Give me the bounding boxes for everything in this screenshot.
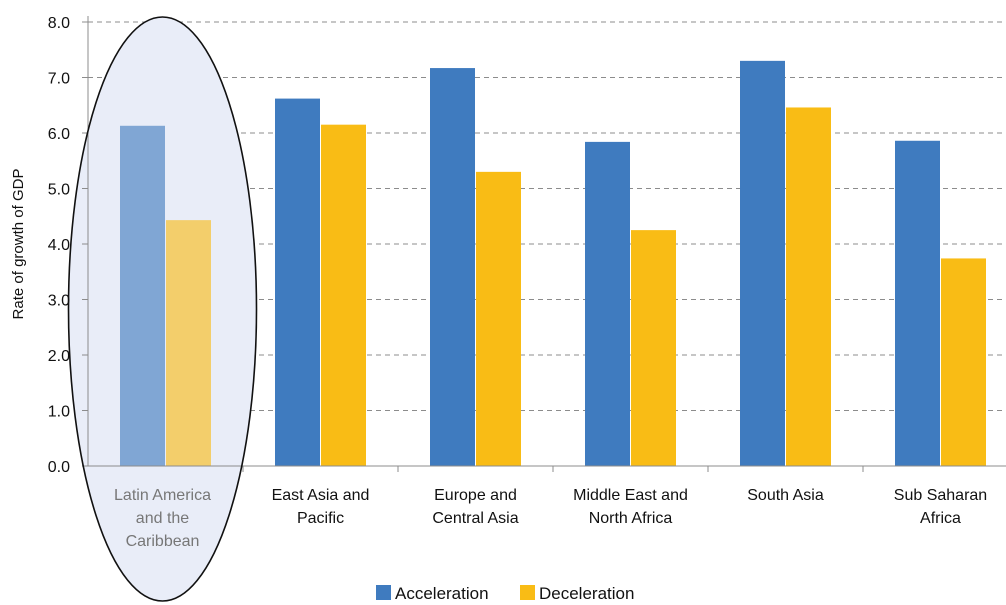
x-category-label: East Asia and Pacific [272, 487, 370, 527]
bar-acceleration [585, 141, 630, 466]
x-category-label: Latin America and the Caribbean [114, 487, 211, 550]
y-tick-label: 7.0 [48, 71, 70, 88]
bar-deceleration [941, 258, 986, 466]
legend-label-acceleration: Acceleration [395, 584, 489, 603]
highlight-ellipse-outline [67, 16, 258, 602]
legend-label-deceleration: Deceleration [539, 584, 634, 603]
y-tick-label: 2.0 [48, 348, 70, 365]
y-tick-label: 8.0 [48, 15, 70, 32]
labels: 0.0 1.0 2.0 3.0 4.0 5.0 6.0 7.0 8.0 Latin America… [48, 15, 987, 602]
bar-deceleration [476, 171, 521, 466]
x-category-label: Sub Saharan Africa [894, 487, 987, 527]
y-tick-label: 3.0 [48, 293, 70, 310]
bar-acceleration [275, 98, 320, 466]
bar-acceleration [740, 60, 785, 466]
legend-swatch-acceleration [376, 585, 391, 600]
bar-deceleration [321, 124, 366, 467]
bar-deceleration [166, 220, 211, 466]
bar-deceleration [631, 230, 676, 466]
bar-deceleration [786, 107, 831, 466]
x-category-label: Europe and Central Asia [432, 487, 518, 527]
y-tick-label: 6.0 [48, 126, 70, 143]
legend-swatch-deceleration [520, 585, 535, 600]
bar-acceleration [430, 68, 475, 466]
y-tick-label: 5.0 [48, 182, 70, 199]
y-tick-label: 4.0 [48, 237, 70, 254]
y-tick-label: 0.0 [48, 459, 70, 476]
bar-acceleration [895, 140, 940, 466]
legend: Acceleration Deceleration [376, 584, 634, 603]
y-tick-label: 1.0 [48, 404, 70, 421]
bar-acceleration [120, 125, 165, 466]
x-category-label: Middle East and North Africa [573, 487, 688, 527]
y-axis-title: Rate of growth of GDP [10, 169, 27, 320]
x-category-label: South Asia [747, 487, 824, 504]
bars [120, 60, 986, 467]
